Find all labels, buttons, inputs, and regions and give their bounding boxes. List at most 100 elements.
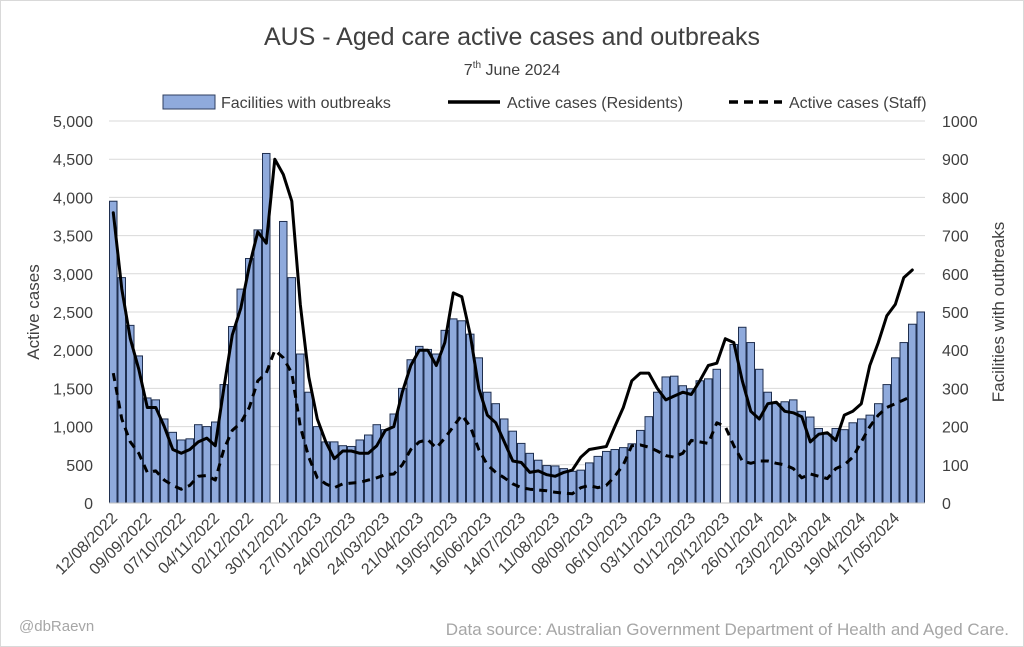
bar	[729, 343, 738, 504]
bar	[857, 418, 866, 504]
bar	[415, 345, 424, 504]
bar	[848, 422, 857, 504]
y-tick-right: 300	[942, 381, 969, 398]
y-tick-left: 0	[84, 496, 93, 513]
legend-label-facilities: Facilities with outbreaks	[221, 95, 391, 112]
bar	[738, 326, 747, 504]
y-tick-right: 600	[942, 267, 969, 284]
bar	[585, 462, 594, 504]
bar	[704, 378, 713, 504]
bar	[814, 428, 823, 504]
bar	[313, 426, 322, 504]
bar	[364, 434, 373, 504]
bar	[746, 342, 755, 504]
bar	[644, 416, 653, 504]
x-axis-ticks: 12/08/202209/09/202207/10/202204/11/2022…	[52, 510, 903, 579]
bar	[840, 429, 849, 504]
y-tick-right: 0	[942, 496, 951, 513]
bar	[372, 424, 381, 504]
bar	[432, 353, 441, 504]
bar	[916, 311, 925, 504]
author-credit: @dbRaevn	[19, 618, 95, 635]
bar	[381, 429, 390, 504]
bar	[177, 439, 186, 504]
bar	[602, 450, 611, 504]
y-tick-left: 3,000	[53, 267, 93, 284]
bar	[687, 388, 696, 504]
bar	[891, 357, 900, 504]
bar	[525, 452, 534, 504]
bar	[508, 430, 517, 504]
y-tick-right: 100	[942, 458, 969, 475]
y-tick-left: 2,000	[53, 343, 93, 360]
bar	[321, 441, 330, 504]
y-axis-right-label: Facilities with outbreaks	[989, 222, 1008, 402]
y-tick-right: 800	[942, 190, 969, 207]
bar	[296, 353, 305, 504]
y-axis-left-label: Active cases	[24, 264, 43, 359]
bar	[534, 459, 543, 504]
y-tick-left: 4,000	[53, 190, 93, 207]
y-axis-left-ticks: 0 500 1,000 1,500 2,000 2,500 3,000 3,500 4,000 4…	[53, 114, 93, 513]
bar	[517, 442, 526, 504]
bar	[678, 385, 687, 504]
y-tick-right: 1000	[942, 114, 978, 131]
bar	[636, 429, 645, 504]
bar	[440, 329, 449, 504]
bar	[712, 368, 721, 504]
y-tick-left: 3,500	[53, 229, 93, 246]
subtitle-suffix: th	[473, 60, 481, 71]
bar	[772, 403, 781, 504]
bar	[568, 470, 577, 504]
bar	[253, 229, 262, 504]
bar	[500, 418, 509, 504]
bar	[279, 220, 288, 504]
bar	[653, 391, 662, 504]
bar	[194, 424, 203, 504]
y-tick-left: 2,500	[53, 305, 93, 322]
bar	[874, 403, 883, 504]
bar	[542, 465, 551, 504]
bar	[899, 342, 908, 504]
y-axis-right-ticks: 0 100 200 300 400 500 600 700 800 900 1000	[942, 114, 978, 513]
line-series	[111, 157, 914, 496]
line-residents	[111, 157, 914, 478]
line-staff	[111, 348, 913, 496]
subtitle-rest: June 2024	[481, 62, 560, 79]
legend: Facilities with outbreaks Active cases (…	[162, 94, 927, 112]
y-tick-left: 4,500	[53, 152, 93, 169]
bar	[406, 359, 415, 504]
y-tick-left: 1,000	[53, 420, 93, 437]
chart-subtitle: 7th June 2024	[464, 60, 561, 79]
y-tick-left: 1,500	[53, 381, 93, 398]
bar	[593, 455, 602, 504]
bar	[780, 401, 789, 504]
bar	[551, 465, 560, 504]
y-tick-right: 500	[942, 305, 969, 322]
y-tick-right: 700	[942, 229, 969, 246]
bar	[627, 443, 636, 504]
bar	[449, 318, 458, 504]
bar	[619, 447, 628, 504]
data-source-note: Data source: Australian Government Depar…	[445, 620, 1009, 639]
y-tick-left: 500	[66, 458, 93, 475]
bar-series-facilities	[109, 152, 925, 504]
legend-swatch-facilities	[162, 94, 216, 110]
bar	[355, 439, 364, 504]
bar	[347, 445, 356, 504]
bar	[245, 258, 254, 504]
bar	[457, 320, 466, 504]
legend-label-staff: Active cases (Staff)	[789, 95, 927, 112]
legend-label-residents: Active cases (Residents)	[507, 95, 683, 112]
y-tick-left: 5,000	[53, 114, 93, 131]
chart-title: AUS - Aged care active cases and outbrea…	[264, 23, 760, 51]
y-tick-right: 900	[942, 152, 969, 169]
bar	[755, 368, 764, 504]
bar	[823, 433, 832, 504]
y-tick-right: 200	[942, 420, 969, 437]
y-tick-right: 400	[942, 343, 969, 360]
bar	[423, 348, 432, 504]
bar	[610, 449, 619, 504]
